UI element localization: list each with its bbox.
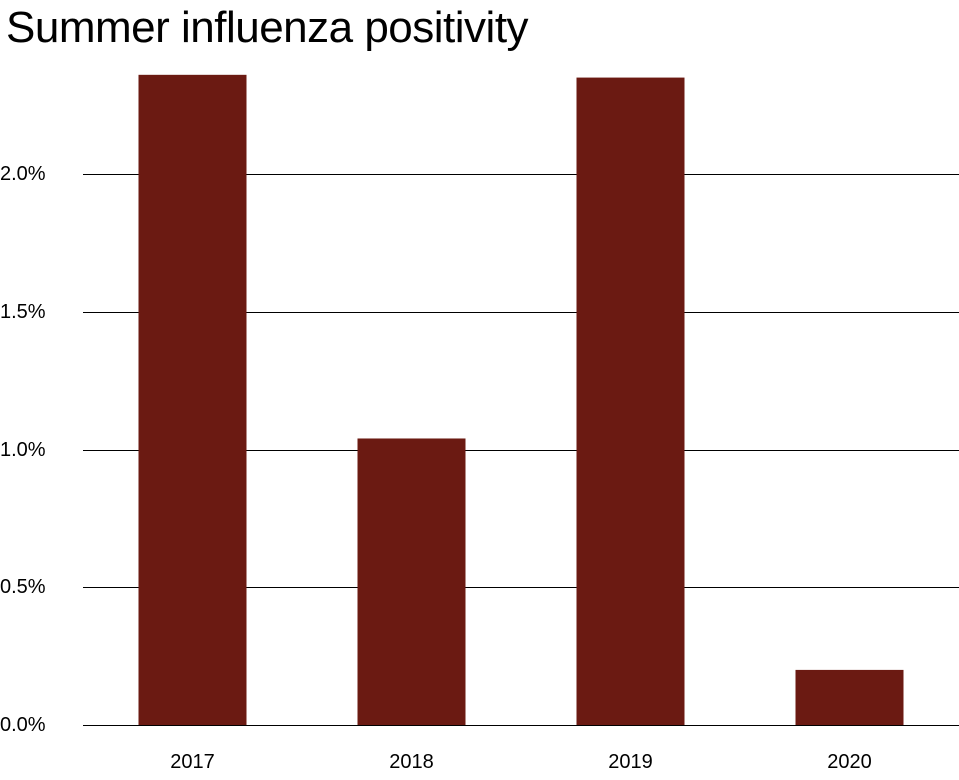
bar-2017 <box>138 74 247 725</box>
x-tick-label: 2018 <box>389 751 434 773</box>
bars <box>138 74 904 725</box>
x-axis-ticks: 2017 2018 2019 2020 <box>170 751 872 773</box>
x-tick-label: 2017 <box>170 751 215 773</box>
y-tick-label: 0.0% <box>0 714 46 736</box>
x-tick-label: 2019 <box>608 751 653 773</box>
y-axis-ticks: 0.0% 0.5% 1.0% 1.5% 2.0% <box>0 163 46 736</box>
bar-2018 <box>357 438 466 725</box>
bar-2020 <box>795 669 904 725</box>
x-tick-label: 2020 <box>827 751 872 773</box>
y-tick-label: 1.0% <box>0 439 46 461</box>
y-tick-label: 1.5% <box>0 301 46 323</box>
y-tick-label: 0.5% <box>0 576 46 598</box>
y-tick-label: 2.0% <box>0 163 46 185</box>
bar-2019 <box>576 77 685 725</box>
chart-title: Summer influenza positivity <box>6 3 529 52</box>
